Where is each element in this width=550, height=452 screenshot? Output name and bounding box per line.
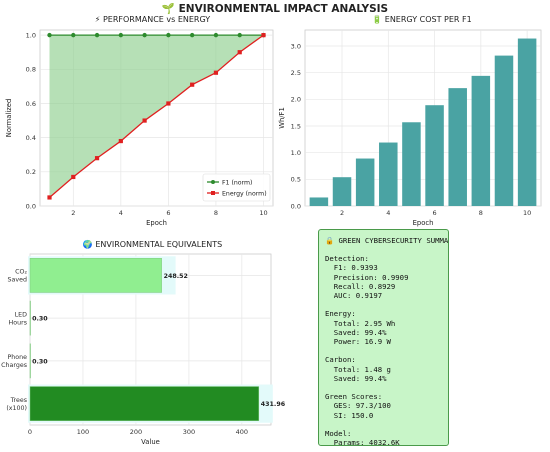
- x-tick-label: 400: [236, 428, 248, 436]
- bar: [332, 177, 352, 206]
- bar: [29, 258, 162, 293]
- x-tick-label: 6: [432, 209, 436, 217]
- bar: [402, 122, 421, 206]
- y-tick-label: 0.0: [291, 202, 301, 210]
- category-label: Trees: [10, 397, 27, 404]
- fill-between-area: [49, 35, 264, 198]
- y-tick-label: 0.4: [26, 134, 36, 142]
- y-tick-label: 0.6: [26, 100, 36, 108]
- figure-title: 🌱 ENVIRONMENTAL IMPACT ANALYSIS: [161, 3, 389, 15]
- x-tick-label: 4: [119, 209, 123, 217]
- x-tick-label: 8: [214, 209, 218, 217]
- x-tick-label: 100: [77, 428, 89, 436]
- bar: [29, 300, 31, 336]
- category-label: (x100): [6, 405, 27, 412]
- green-cybersecurity-summary-box: 🔒 GREEN CYBERSECURITY SUMMARY Detection:…: [318, 229, 449, 446]
- data-point: [237, 50, 242, 55]
- bar: [517, 38, 537, 207]
- data-point: [166, 101, 171, 106]
- data-point: [142, 32, 147, 38]
- x-tick-label: 10: [259, 209, 267, 217]
- category-label: Saved: [8, 277, 27, 284]
- equivalents-chart-title: 🌍 ENVIRONMENTAL EQUIVALENTS: [82, 240, 223, 249]
- x-tick-label: 10: [523, 209, 531, 217]
- bar-value-label: 248.52: [164, 273, 188, 280]
- data-point: [71, 32, 76, 38]
- bar: [425, 105, 444, 206]
- y-tick-label: 0.0: [26, 202, 36, 210]
- category-label: Hours: [9, 319, 27, 326]
- category-label: CO₂: [15, 269, 27, 276]
- bar: [494, 55, 514, 206]
- legend-marker: [211, 180, 215, 184]
- y-tick-label: 2.5: [291, 69, 301, 77]
- bar: [448, 88, 467, 206]
- y-tick-label: 0.5: [291, 176, 301, 184]
- data-point: [166, 32, 171, 38]
- legend-label: F1 (norm): [222, 179, 252, 186]
- x-tick-label: 0: [28, 428, 32, 436]
- x-tick-label: 300: [183, 428, 195, 436]
- data-point: [94, 32, 100, 38]
- y-tick-label: 1.0: [291, 149, 301, 157]
- data-point: [190, 82, 195, 87]
- bar: [309, 197, 329, 206]
- x-tick-label: 200: [130, 428, 142, 436]
- y-tick-label: 0.2: [26, 168, 36, 176]
- data-point: [94, 156, 100, 161]
- y-tick-label: 0.8: [26, 66, 36, 74]
- summary-title: 🔒 GREEN CYBERSECURITY SUMMARY: [325, 236, 449, 245]
- category-label: Charges: [1, 362, 27, 369]
- y-tick-label: 1.5: [291, 122, 301, 130]
- data-point: [189, 32, 195, 38]
- y-tick-label: 2.0: [291, 96, 301, 104]
- energy-cost-chart-title: 🔋 ENERGY COST PER F1: [372, 15, 472, 24]
- y-axis-label: Normalized: [5, 99, 13, 138]
- category-label: LED: [15, 311, 27, 318]
- data-point: [118, 32, 124, 38]
- bar-value-label: 0.30: [32, 358, 48, 365]
- data-point: [213, 70, 219, 75]
- performance-chart-title: ⚡ PERFORMANCE vs ENERGY: [94, 15, 211, 24]
- data-point: [213, 32, 219, 38]
- x-axis-label: Epoch: [146, 219, 167, 227]
- data-point: [118, 138, 123, 144]
- category-label: Phone: [7, 354, 27, 361]
- data-point: [237, 32, 242, 38]
- bar: [471, 75, 491, 206]
- legend-box: [202, 173, 271, 202]
- bar-value-label: 0.30: [32, 316, 48, 323]
- bar: [29, 343, 31, 379]
- data-point: [47, 195, 52, 200]
- legend-label: Energy (norm): [222, 190, 267, 197]
- summary-body: Detection: F1: 0.9393 Precision: 0.9909 …: [325, 254, 409, 446]
- x-axis-label: Epoch: [413, 219, 434, 227]
- x-tick-label: 2: [340, 209, 344, 217]
- x-tick-label: 2: [71, 209, 75, 217]
- legend-marker: [211, 191, 215, 195]
- energy-cost-per-f1-chart: 2 4 6 8 10 0.0 0.5 1.0 1.5 2.0 2.5 3.0 Epoch Wh/F1: [278, 29, 542, 227]
- y-tick-label: 3.0: [291, 42, 301, 50]
- x-tick-label: 6: [166, 209, 170, 217]
- data-point: [261, 33, 266, 38]
- data-point: [71, 174, 76, 180]
- series-line: [49, 34, 264, 198]
- bar: [355, 158, 375, 206]
- performance-vs-energy-chart: 2 4 6 8 10 0.0 0.2 0.4 0.6 0.8 1.0 Epoch Normalized F…: [5, 29, 274, 227]
- y-axis-label: Wh/F1: [278, 107, 286, 129]
- bar-value-label: 431.96: [261, 401, 286, 408]
- bar: [29, 386, 260, 421]
- x-tick-label: 8: [479, 209, 483, 217]
- x-axis-label: Value: [141, 438, 160, 446]
- data-point: [47, 32, 52, 38]
- bar: [379, 142, 398, 206]
- data-point: [142, 118, 147, 123]
- x-tick-label: 4: [386, 209, 390, 217]
- y-tick-label: 1.0: [26, 31, 36, 39]
